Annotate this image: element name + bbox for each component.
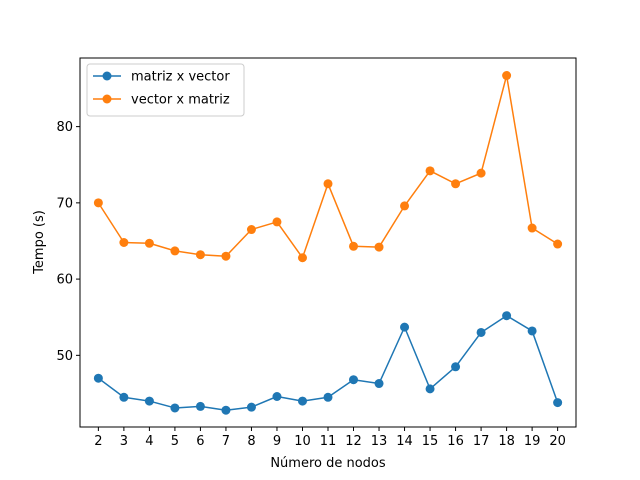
data-point — [476, 327, 486, 337]
data-point — [527, 223, 537, 233]
data-point — [400, 322, 410, 332]
x-tick-label: 8 — [247, 434, 255, 449]
data-point — [144, 396, 154, 406]
legend-entry-label: matriz x vector — [131, 70, 230, 85]
x-tick-label: 6 — [196, 434, 204, 449]
data-point — [323, 179, 333, 189]
data-point — [553, 239, 563, 249]
data-point — [272, 217, 282, 227]
data-point — [93, 198, 103, 208]
x-tick-label: 15 — [422, 434, 439, 449]
x-tick-label: 17 — [473, 434, 490, 449]
x-tick-label: 14 — [396, 434, 413, 449]
legend: matriz x vector vector x matriz — [86, 63, 245, 117]
x-tick-label: 19 — [524, 434, 541, 449]
data-point — [502, 71, 512, 81]
x-tick-label: 13 — [371, 434, 388, 449]
data-point — [451, 362, 461, 372]
data-point — [272, 392, 282, 402]
x-tick-label: 12 — [345, 434, 362, 449]
x-tick-label: 16 — [447, 434, 464, 449]
data-point — [297, 253, 307, 263]
legend-swatch-marker — [102, 71, 112, 81]
x-tick-label: 9 — [273, 434, 281, 449]
data-point — [349, 241, 359, 251]
y-axis-label: Tempo (s) — [32, 210, 47, 275]
data-point — [221, 405, 231, 415]
data-point — [221, 251, 231, 261]
x-tick-label: 10 — [294, 434, 311, 449]
data-point — [93, 373, 103, 383]
data-point — [425, 384, 435, 394]
data-point — [374, 242, 384, 252]
data-point — [246, 402, 256, 412]
y-tick-label: 60 — [56, 273, 73, 288]
data-point — [119, 238, 129, 247]
data-point — [425, 166, 435, 176]
x-tick-label: 2 — [94, 434, 102, 449]
y-tick-label: 70 — [56, 196, 73, 211]
data-point — [476, 168, 486, 178]
y-axis: 50 60 70 80 — [56, 120, 80, 364]
x-tick-label: 18 — [498, 434, 515, 449]
x-tick-label: 7 — [222, 434, 230, 449]
data-point — [527, 326, 537, 336]
y-tick-label: 50 — [56, 349, 73, 364]
data-point — [553, 398, 563, 408]
data-point — [323, 392, 333, 402]
x-axis-label: Número de nodos — [270, 456, 386, 471]
legend-swatch-marker — [102, 94, 112, 104]
data-point — [297, 396, 307, 406]
x-tick-label: 4 — [145, 434, 153, 449]
y-tick-label: 80 — [56, 120, 73, 135]
legend-entry-label: vector x matriz — [131, 93, 230, 108]
x-axis: 2 3 4 5 6 7 8 9 10 11 12 13 14 15 16 17 18 19 20 — [94, 427, 566, 449]
data-point — [195, 250, 205, 260]
data-point — [349, 375, 359, 385]
data-point — [451, 179, 461, 189]
data-point — [144, 238, 154, 248]
x-tick-label: 20 — [549, 434, 566, 449]
series-layer — [93, 71, 563, 415]
data-point — [170, 403, 180, 413]
data-point — [119, 392, 129, 402]
legend-box — [86, 63, 245, 117]
data-point — [374, 379, 384, 389]
data-point — [502, 311, 512, 321]
x-tick-label: 3 — [120, 434, 128, 449]
data-point — [246, 225, 256, 235]
data-point — [400, 201, 410, 211]
x-tick-label: 5 — [171, 434, 179, 449]
data-point — [195, 401, 205, 411]
x-tick-label: 11 — [320, 434, 337, 449]
data-point — [170, 246, 180, 256]
